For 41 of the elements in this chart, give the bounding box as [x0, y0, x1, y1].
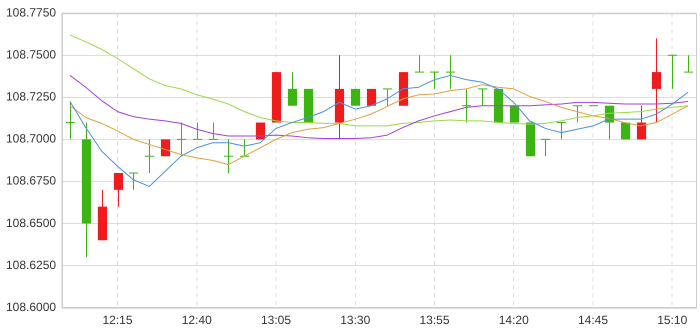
candlestick	[192, 122, 203, 140]
candlestick	[540, 138, 551, 157]
x-tick-label: 13:30	[340, 313, 371, 328]
y-tick-label: 108.7000	[6, 132, 56, 146]
y-tick-label: 108.6500	[6, 216, 56, 230]
candlestick	[620, 122, 630, 140]
candlestick	[461, 88, 472, 124]
y-tick-label: 108.7750	[6, 6, 56, 20]
candlestick	[176, 122, 187, 157]
x-tick-label: 12:40	[182, 313, 212, 328]
y-tick-label: 108.7250	[6, 90, 56, 104]
candlestick	[414, 54, 425, 73]
candlestick	[667, 54, 678, 90]
y-tick-label: 108.6000	[6, 300, 56, 314]
candlestick	[114, 172, 124, 208]
y-tick-label: 108.6250	[6, 258, 56, 272]
x-tick-label: 13:05	[260, 313, 292, 328]
x-tick-label: 15:10	[657, 313, 688, 328]
candlestick	[223, 138, 234, 174]
candlestick	[636, 105, 646, 140]
candlestick	[382, 88, 393, 106]
candlestick	[556, 122, 567, 140]
x-tick-label: 13:55	[419, 313, 450, 328]
candlestick	[445, 54, 456, 90]
candlestick	[288, 72, 298, 106]
x-tick-label: 14:45	[578, 313, 608, 328]
x-tick-label: 14:20	[498, 313, 530, 328]
candlestick	[477, 88, 488, 106]
x-tick-label: 12:15	[102, 313, 133, 328]
candlestick	[144, 138, 155, 174]
candlestick	[256, 122, 266, 140]
candlestick	[239, 138, 250, 157]
candlestick	[652, 38, 662, 124]
candlestick	[128, 172, 139, 190]
candlestick	[572, 105, 583, 124]
candlestick	[208, 122, 219, 140]
y-tick-label: 108.6750	[6, 174, 56, 188]
candlestick	[429, 72, 440, 90]
candlestick	[65, 101, 76, 140]
candlestick	[683, 54, 694, 73]
y-tick-label: 108.7500	[6, 48, 56, 62]
